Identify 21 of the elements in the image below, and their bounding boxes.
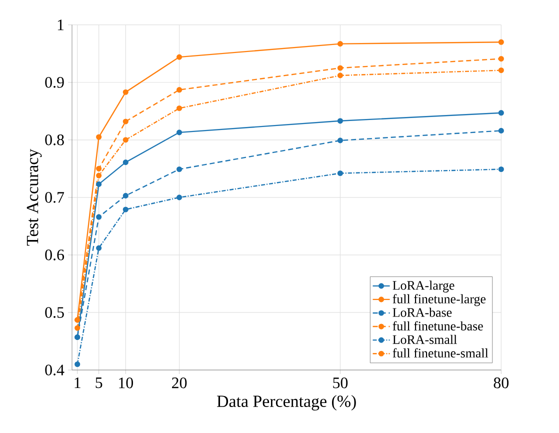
x-tick-label: 50: [333, 378, 348, 388]
legend-label: full finetune-small: [392, 348, 488, 358]
legend-label: full finetune-base: [392, 321, 483, 330]
legend-label: LoRA-base: [392, 308, 452, 317]
y-tick-label: 0.5: [45, 307, 64, 318]
y-tick-label: 0.6: [45, 250, 64, 260]
x-tick-label: 5: [96, 378, 102, 388]
y-axis-title: Test Accuracy: [26, 148, 42, 246]
legend-label: LoRA-large: [392, 280, 454, 292]
legend-label: LoRA-small: [392, 334, 457, 344]
x-tick-label: 20: [172, 378, 187, 388]
y-tick-label: 0.8: [45, 134, 64, 146]
x-tick-label: 80: [494, 378, 509, 388]
y-tick-label: 0.9: [45, 76, 64, 88]
y-tick-label: 0.7: [45, 192, 64, 203]
x-tick-label: 10: [119, 378, 134, 388]
y-tick-label: 1: [58, 20, 64, 30]
x-tick-label: 1: [74, 378, 80, 388]
legend-label: full finetune-large: [392, 294, 486, 306]
y-tick-label: 0.4: [45, 364, 64, 376]
x-axis-title: Data Percentage (%): [217, 395, 356, 411]
